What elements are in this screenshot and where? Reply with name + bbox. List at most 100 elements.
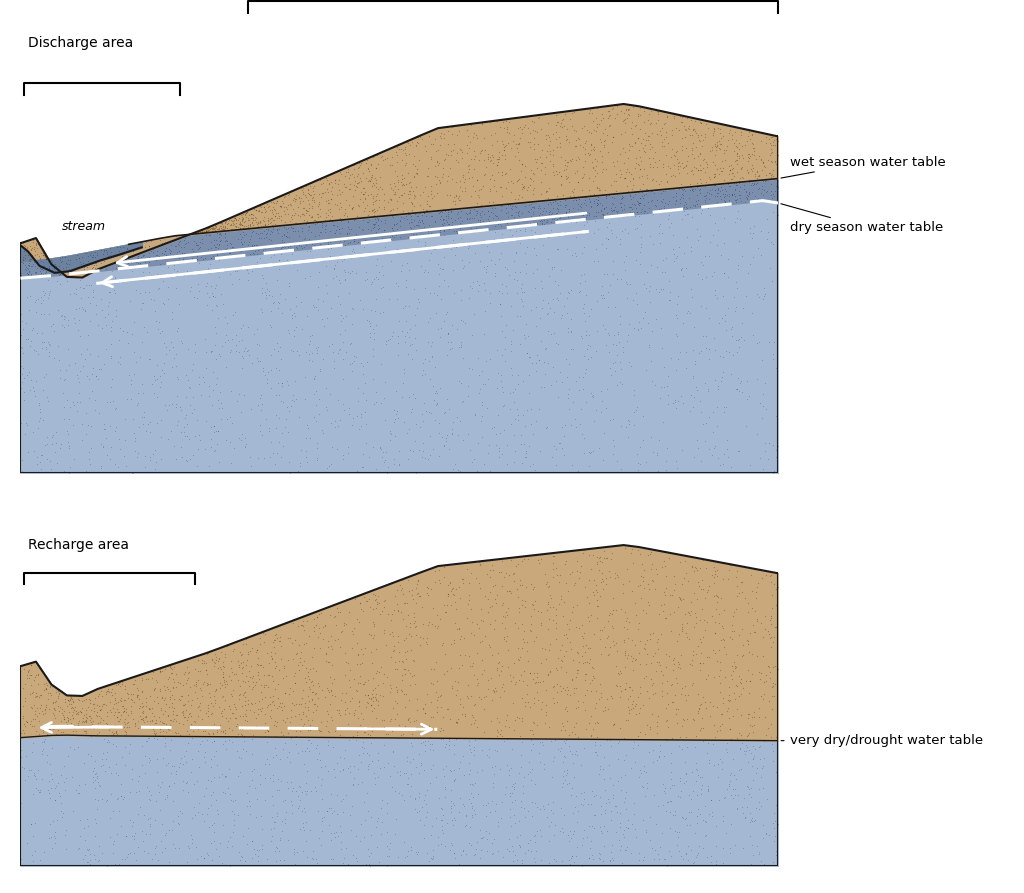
Point <box>99 745 116 759</box>
Point <box>286 306 302 321</box>
Point <box>360 691 377 705</box>
Point <box>233 237 250 251</box>
Point <box>71 719 87 733</box>
Point <box>607 363 624 378</box>
Point <box>389 597 406 611</box>
Point <box>641 156 657 171</box>
Point <box>767 844 783 858</box>
Point <box>246 763 262 777</box>
Point <box>24 251 40 265</box>
Point <box>571 189 588 204</box>
Point <box>38 678 54 692</box>
Point <box>563 324 580 338</box>
Point <box>78 692 94 706</box>
Point <box>694 814 711 828</box>
Point <box>58 260 75 274</box>
Text: dry season water table: dry season water table <box>781 204 943 234</box>
Point <box>575 831 592 846</box>
Point <box>295 206 311 221</box>
Point <box>187 679 204 693</box>
Point <box>332 187 348 201</box>
Point <box>748 604 764 618</box>
Point <box>714 619 730 633</box>
Point <box>639 632 655 647</box>
Point <box>262 233 279 247</box>
Point <box>615 830 632 844</box>
Point <box>634 185 650 199</box>
Point <box>683 657 699 672</box>
Point <box>365 694 381 708</box>
Point <box>596 551 612 565</box>
Point <box>344 356 360 371</box>
Point <box>223 213 240 228</box>
Point <box>465 129 481 144</box>
Point <box>474 363 490 378</box>
Point <box>242 219 258 233</box>
Point <box>23 248 39 263</box>
Point <box>664 778 680 792</box>
Point <box>441 217 458 231</box>
Point <box>659 396 676 411</box>
Point <box>474 634 490 648</box>
Point <box>376 222 392 237</box>
Point <box>203 251 219 265</box>
Point <box>586 572 602 587</box>
Point <box>664 588 680 602</box>
Point <box>424 852 440 866</box>
Point <box>130 840 146 855</box>
Point <box>152 724 168 739</box>
Point <box>506 128 522 142</box>
Point <box>375 305 391 319</box>
Point <box>428 655 444 669</box>
Point <box>294 185 310 199</box>
Point <box>617 820 634 834</box>
Point <box>728 647 744 662</box>
Point <box>164 305 180 319</box>
Point <box>61 739 78 754</box>
Point <box>713 685 729 699</box>
Point <box>585 661 601 675</box>
Point <box>268 195 285 209</box>
Point <box>393 684 410 698</box>
Point <box>657 559 674 573</box>
Point <box>726 661 742 675</box>
Point <box>577 119 593 133</box>
Point <box>659 732 676 747</box>
Point <box>549 663 565 678</box>
Point <box>743 185 760 199</box>
Point <box>41 722 57 737</box>
Point <box>702 848 719 863</box>
Point <box>585 174 601 188</box>
Point <box>586 196 602 211</box>
Point <box>287 632 303 647</box>
Point <box>501 845 517 859</box>
Point <box>481 585 498 599</box>
Point <box>524 206 541 221</box>
Point <box>733 125 750 139</box>
Point <box>679 166 695 180</box>
Point <box>650 177 667 191</box>
Point <box>527 835 544 849</box>
Point <box>181 707 198 722</box>
Point <box>399 572 416 587</box>
Point <box>570 730 587 744</box>
Point <box>614 188 631 203</box>
Point <box>522 163 539 177</box>
Point <box>542 637 558 651</box>
Point <box>178 776 195 790</box>
Point <box>369 189 385 204</box>
Point <box>744 141 761 155</box>
Point <box>322 249 338 263</box>
Point <box>305 371 322 386</box>
Point <box>267 238 284 253</box>
Point <box>365 440 381 455</box>
Point <box>31 249 47 263</box>
Point <box>74 250 90 264</box>
Point <box>175 705 191 720</box>
Point <box>171 235 187 249</box>
Point <box>423 406 439 421</box>
Point <box>300 664 316 679</box>
Point <box>250 854 266 868</box>
Point <box>635 570 651 584</box>
Point <box>762 611 778 625</box>
